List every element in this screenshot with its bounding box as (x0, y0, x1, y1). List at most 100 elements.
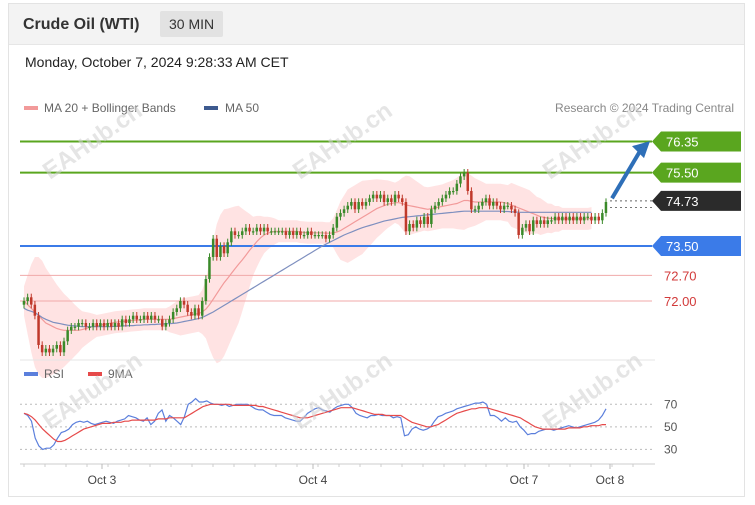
candle-body (55, 345, 58, 349)
candle-body (208, 257, 211, 279)
candle-body (317, 235, 320, 237)
candle-body (219, 246, 222, 257)
candle-body (204, 279, 208, 301)
candle-body (331, 227, 335, 235)
candle-body (342, 209, 346, 213)
candle-body (582, 216, 586, 221)
candle-body (248, 227, 251, 232)
candle-body (350, 202, 353, 206)
candle-body (477, 205, 480, 210)
candle-body (586, 216, 589, 218)
candle-body (375, 194, 379, 199)
candle-body (124, 319, 128, 323)
candle-body (517, 213, 520, 235)
candle-body (411, 224, 415, 228)
level-label-resistance: 76.35 (666, 135, 699, 150)
rsi-ma-line (23, 403, 606, 443)
candle-body (142, 315, 146, 320)
ma50-legend-label: MA 50 (225, 101, 259, 115)
candle-body (510, 205, 513, 210)
candle-body (51, 348, 55, 353)
candle-body (102, 323, 106, 327)
candle-body (528, 224, 531, 232)
candle-body (430, 209, 433, 224)
chart-header: Crude Oil (WTI) 30 MIN (9, 4, 744, 45)
candle-body (448, 191, 451, 195)
candle-body (153, 315, 157, 320)
candle-body (433, 205, 437, 210)
candle-body (539, 220, 542, 224)
candle-body (404, 202, 408, 232)
candle-body (473, 209, 477, 211)
candle-body (368, 198, 371, 202)
candle-body (241, 231, 244, 235)
candle-body (117, 323, 120, 327)
candle-body (77, 323, 80, 327)
candle-body (91, 323, 95, 327)
candle-body (313, 235, 317, 237)
candle-body (237, 235, 240, 237)
candle-body (386, 198, 389, 202)
candle-body (22, 301, 26, 305)
candle-body (397, 194, 400, 199)
rsi-ma-legend-swatch (88, 372, 102, 376)
level-lines (20, 140, 652, 302)
candle-body (492, 202, 495, 206)
candle-body (564, 216, 568, 221)
candle-body (266, 227, 269, 232)
candle-body (339, 213, 342, 217)
bollinger-band-fill (24, 171, 592, 378)
candle-body (601, 213, 604, 221)
bollinger-bands (24, 171, 592, 378)
level-tag-support (652, 236, 741, 256)
x-tick-label: Oct 8 (596, 473, 625, 487)
candle-body (95, 323, 98, 327)
rsi-legend-label: RSI (44, 367, 64, 381)
candle-body (321, 235, 324, 237)
candle-body (371, 194, 375, 199)
candle-body (557, 216, 560, 221)
level-label-last: 74.73 (666, 194, 699, 209)
candle-body (190, 312, 193, 316)
candle-body (222, 246, 226, 254)
research-credit: Research © 2024 Trading Central (555, 101, 734, 115)
rsi-tick-label: 30 (664, 442, 678, 456)
candle-body (357, 202, 360, 210)
candle-body (161, 319, 164, 327)
candle-body (211, 238, 215, 257)
candle-body (521, 227, 524, 235)
level-labels: 76.35 75.50 74.73 73.50 72.70 72.00 (652, 131, 741, 309)
level-label-support: 73.50 (666, 239, 699, 254)
ma20-legend-swatch (24, 106, 38, 110)
candle-body (575, 216, 579, 221)
candle-body (197, 308, 200, 316)
candle-body (33, 304, 37, 316)
candle-body (175, 308, 178, 312)
ma20-legend-label: MA 20 + Bollinger Bands (44, 101, 176, 115)
candle-body (568, 216, 571, 221)
candle-body (495, 202, 499, 206)
candle-body (466, 172, 469, 191)
candle-body (441, 198, 444, 202)
candle-body (255, 227, 258, 232)
candle-body (99, 323, 102, 327)
candle-body (113, 323, 117, 327)
candle-body (550, 220, 553, 222)
candle-body (335, 216, 339, 228)
candle-body (131, 315, 135, 320)
arrow-head (632, 141, 650, 159)
candle-body (179, 301, 182, 309)
candle-body (346, 205, 349, 210)
candle-body (484, 198, 488, 202)
candle-body (110, 323, 113, 327)
candle-body (233, 231, 237, 235)
timeframe-button[interactable]: 30 MIN (160, 11, 224, 37)
candle-body (291, 231, 295, 235)
candle-body (84, 323, 88, 327)
level-label-resistance: 75.50 (666, 166, 699, 181)
candle-body (535, 220, 539, 224)
candle-body (401, 198, 404, 202)
candle-body (168, 319, 171, 323)
candle-body (251, 231, 255, 233)
rsi-legend-swatch (24, 372, 38, 376)
